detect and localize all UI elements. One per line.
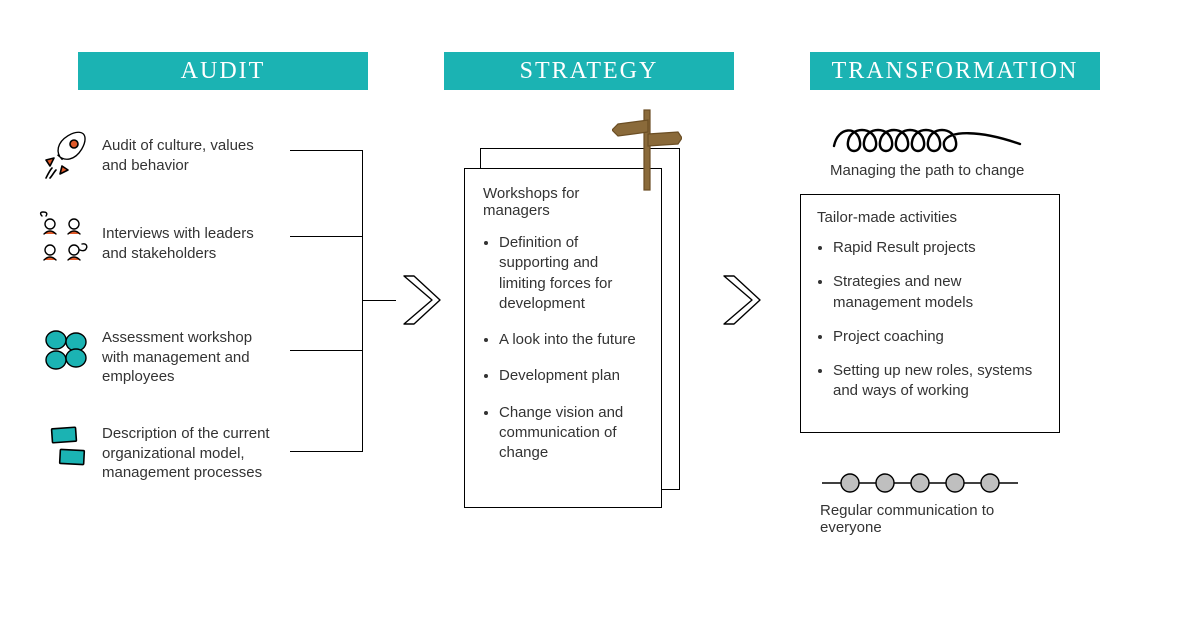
transformation-bullet-2: Strategies and new management models: [833, 272, 1043, 313]
transformation-box: Tailor-made activities Rapid Result proj…: [800, 194, 1060, 433]
transformation-bullet-1: Rapid Result projects: [833, 238, 1043, 258]
audit-bracket-tick-2: [290, 350, 362, 351]
chevron-arrow-2-icon: [718, 272, 764, 328]
audit-bracket-stem: [362, 300, 396, 301]
strategy-card: Workshops for managers Definition of sup…: [464, 168, 662, 508]
audit-item-3-text: Assessment workshop with management and …: [102, 328, 282, 387]
people-icon: [36, 210, 92, 266]
signpost-icon: [612, 104, 682, 194]
transformation-bullet-3: Project coaching: [833, 327, 1043, 347]
chevron-arrow-1-icon: [398, 272, 444, 328]
beads-caption: Regular communication to everyone: [820, 502, 1060, 536]
diagram-root: AUDIT STRATEGY TRANSFORMATION Audit of c…: [0, 0, 1182, 619]
audit-item-4-text: Description of the current organizationa…: [102, 424, 302, 483]
circles-icon: [42, 328, 92, 374]
transformation-box-title: Tailor-made activities: [817, 209, 1043, 226]
swirl-icon: [830, 120, 1030, 156]
header-strategy: STRATEGY: [444, 52, 734, 90]
audit-bracket-tick-1: [290, 236, 362, 237]
header-audit: AUDIT: [78, 52, 368, 90]
rocket-icon: [40, 128, 92, 180]
audit-item-2-text: Interviews with leaders and stakeholders: [102, 224, 282, 263]
strategy-bullet-3: Development plan: [499, 366, 643, 386]
transformation-bullet-4: Setting up new roles, systems and ways o…: [833, 361, 1043, 402]
header-transformation: TRANSFORMATION: [810, 52, 1100, 90]
swirl-caption: Managing the path to change: [830, 162, 1070, 179]
beads-icon: [820, 468, 1020, 498]
strategy-bullet-2: A look into the future: [499, 330, 643, 350]
audit-item-1-text: Audit of culture, values and behavior: [102, 136, 282, 175]
strategy-bullets: Definition of supporting and limiting fo…: [499, 233, 643, 463]
audit-bracket: [290, 150, 363, 452]
squares-icon: [46, 424, 92, 470]
strategy-bullet-1: Definition of supporting and limiting fo…: [499, 233, 643, 314]
strategy-bullet-4: Change vision and communication of chang…: [499, 403, 643, 464]
transformation-bullets: Rapid Result projects Strategies and new…: [833, 238, 1043, 402]
